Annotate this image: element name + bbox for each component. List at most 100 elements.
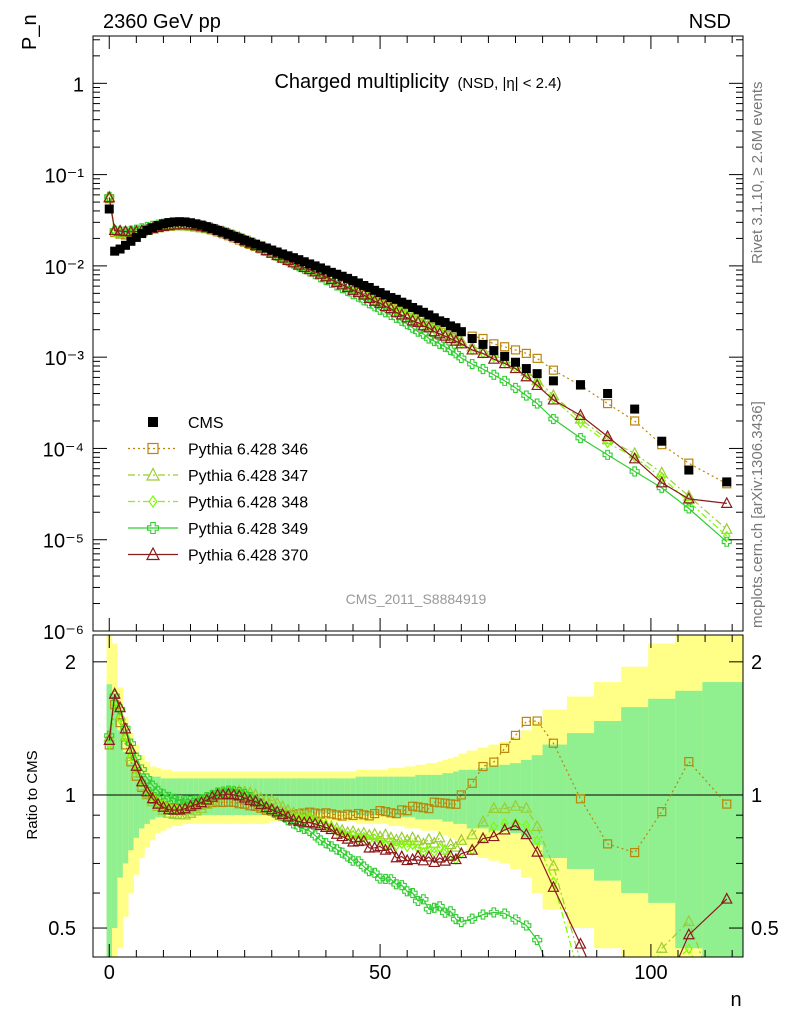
cms-point xyxy=(353,278,363,288)
cms-point xyxy=(456,327,466,337)
ratio-point-1 xyxy=(435,798,445,808)
ratio-point-2 xyxy=(466,828,479,840)
stat-band-bin xyxy=(139,773,145,829)
stat-band-bin xyxy=(285,778,292,814)
ratio-point-4 xyxy=(391,879,402,890)
ratio-point-5 xyxy=(455,846,468,859)
ratio-point-5 xyxy=(141,785,154,797)
ratio-point-3 xyxy=(414,842,422,854)
stat-band-bin xyxy=(117,730,124,878)
stat-band-bin xyxy=(447,773,454,822)
ratio-point-5 xyxy=(292,814,305,826)
ratio-point-4 xyxy=(412,895,424,906)
series-point-3 xyxy=(370,293,379,305)
ratio-point-2 xyxy=(395,830,408,843)
stat-band-bin xyxy=(176,778,183,816)
ratio-point-3 xyxy=(684,943,693,955)
y-axis-title: P_n xyxy=(19,14,41,50)
ratio-point-4 xyxy=(407,887,418,899)
ratio-point-5 xyxy=(325,822,338,835)
ratio-tick-label-right: 1 xyxy=(751,785,762,807)
series-point-5 xyxy=(628,452,641,464)
ratio-point-4 xyxy=(142,773,153,784)
ratio-point-5 xyxy=(330,827,343,839)
ratio-point-4 xyxy=(331,844,342,855)
stat-band-bin xyxy=(263,778,270,816)
cms-point xyxy=(446,321,455,331)
y-tick-label: 10⁻⁶ xyxy=(43,622,84,644)
ratio-point-1 xyxy=(321,808,331,818)
series-point-5 xyxy=(384,301,397,314)
cms-point xyxy=(418,307,428,317)
ratio-point-5 xyxy=(114,700,127,713)
series-point-2 xyxy=(466,339,479,352)
legend: CMS Pythia 6.428 346 Pythia 6.428 347 Pythi… xyxy=(128,415,308,565)
ratio-point-5 xyxy=(238,791,251,803)
ratio-point-5 xyxy=(260,800,273,813)
ratio-point-3 xyxy=(500,817,509,829)
cms-point xyxy=(223,229,233,239)
series-point-3 xyxy=(533,377,542,389)
series-point-2 xyxy=(682,489,695,501)
ratio-point-4 xyxy=(320,838,331,849)
ratio-point-5 xyxy=(720,892,733,904)
stat-band-bin xyxy=(594,720,622,881)
series-point-3 xyxy=(684,496,693,508)
cms-point xyxy=(256,241,266,251)
ratio-point-2 xyxy=(449,840,462,852)
plot-title: Charged multiplicity (NSD, |η| < 2.4) xyxy=(274,71,561,93)
stat-band-bin xyxy=(488,766,500,831)
ratio-point-1 xyxy=(348,810,358,821)
ratio-point-4 xyxy=(418,894,429,905)
series-point-5 xyxy=(444,331,457,344)
ratio-point-5 xyxy=(303,815,316,828)
ratio-point-5 xyxy=(119,722,132,734)
stat-band-bin xyxy=(133,768,140,838)
series-point-5 xyxy=(487,352,500,364)
cms-point xyxy=(196,220,206,230)
ratio-point-4 xyxy=(310,830,321,841)
ratio-point-4 xyxy=(337,847,348,858)
stat-band-bin xyxy=(296,778,302,814)
series-point-5 xyxy=(330,275,343,287)
y-tick-label: 1 xyxy=(73,74,84,96)
ratio-point-2 xyxy=(162,806,175,818)
ratio-point-5 xyxy=(244,793,257,805)
ratio-point-4 xyxy=(169,793,180,804)
stat-band-bin xyxy=(144,776,151,824)
stat-band-bin xyxy=(361,776,367,816)
cms-point xyxy=(218,227,228,237)
ratio-point-3 xyxy=(408,839,417,851)
y-tick-label: 10⁻⁵ xyxy=(43,531,84,553)
ratio-point-4 xyxy=(402,886,413,897)
series-point-5 xyxy=(498,356,511,369)
cms-point xyxy=(348,276,358,286)
ratio-point-4 xyxy=(152,785,164,796)
ratio-point-4 xyxy=(163,791,174,802)
ratio-point-5 xyxy=(574,937,587,949)
series-point-5 xyxy=(601,429,614,442)
ratio-point-4 xyxy=(369,867,380,878)
ratio-point-2 xyxy=(531,819,544,832)
series-point-1 xyxy=(500,342,510,352)
ratio-point-5 xyxy=(152,797,164,809)
y-tick-label: 10⁻³ xyxy=(45,348,85,370)
cms-point xyxy=(207,223,217,233)
ratio-point-5 xyxy=(449,852,462,865)
x-tick-label: 100 xyxy=(634,962,667,984)
cms-point xyxy=(121,240,130,250)
ratio-point-4 xyxy=(440,907,451,918)
ratio-point-5 xyxy=(287,813,300,825)
ratio-point-1 xyxy=(353,808,364,819)
cms-point xyxy=(343,273,353,283)
ratio-point-2 xyxy=(336,823,349,836)
series-point-3 xyxy=(603,437,612,449)
cms-point xyxy=(391,294,401,304)
stat-band-bin xyxy=(499,764,511,831)
cms-point xyxy=(429,313,439,323)
ratio-point-2 xyxy=(520,801,533,813)
ratio-point-1 xyxy=(722,799,732,809)
ratio-point-5 xyxy=(124,742,137,754)
ratio-point-5 xyxy=(135,775,148,787)
legend-entry: Pythia 6.428 346 xyxy=(188,442,308,459)
